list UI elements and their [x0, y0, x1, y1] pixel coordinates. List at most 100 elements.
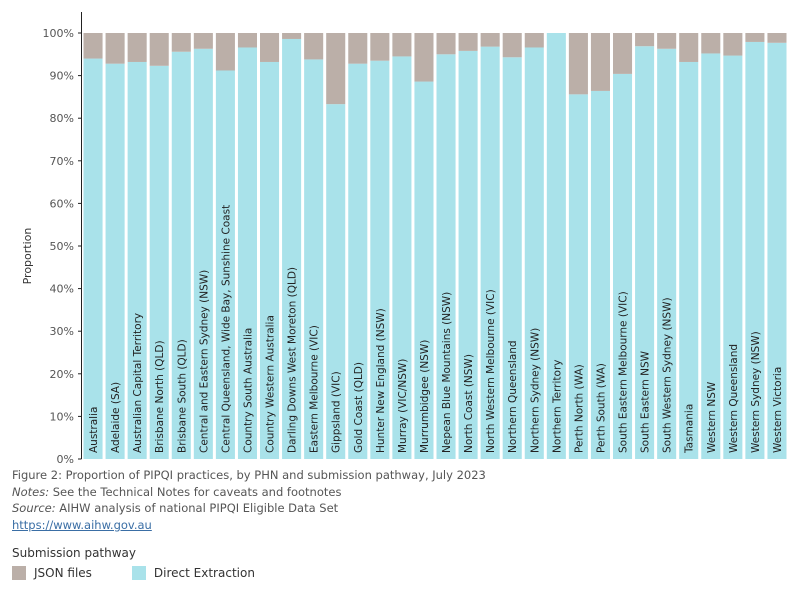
bar-group[interactable]: Perth South (WA): [590, 33, 610, 459]
bar-direct-extraction[interactable]: [105, 63, 125, 460]
bar-group[interactable]: Northern Territory: [546, 33, 566, 459]
bar-group[interactable]: Murray (VIC/NSW): [392, 33, 412, 460]
legend-item-json[interactable]: JSON files: [12, 566, 92, 580]
bar-direct-extraction[interactable]: [215, 70, 235, 459]
bar-direct-extraction[interactable]: [480, 46, 500, 460]
bar-direct-extraction[interactable]: [436, 54, 456, 460]
bar-direct-extraction[interactable]: [679, 61, 699, 460]
figure-title: Figure 2: Proportion of PIPQI practices,…: [12, 468, 486, 482]
bar-json-files[interactable]: [215, 33, 235, 71]
bar-json-files[interactable]: [679, 33, 699, 62]
bar-direct-extraction[interactable]: [767, 42, 787, 459]
bar-group[interactable]: Western Victoria: [767, 33, 787, 459]
bar-json-files[interactable]: [458, 33, 478, 51]
bar-direct-extraction[interactable]: [326, 104, 346, 459]
bar-direct-extraction[interactable]: [745, 41, 765, 460]
bar-direct-extraction[interactable]: [635, 46, 655, 460]
bar-json-files[interactable]: [745, 33, 765, 42]
bar-json-files[interactable]: [524, 33, 544, 48]
bar-group[interactable]: North Coast (NSW): [458, 33, 478, 459]
category-label: Australia: [88, 407, 100, 453]
bar-group[interactable]: Murrumbidgee (NSW): [414, 33, 434, 460]
bar-group[interactable]: Country South Australia: [237, 33, 257, 459]
bar-direct-extraction[interactable]: [260, 61, 280, 460]
aihw-link[interactable]: https://www.aihw.gov.au: [12, 517, 152, 532]
bar-group[interactable]: South Eastern Melbourne (VIC): [613, 33, 633, 460]
bar-group[interactable]: Northern Sydney (NSW): [524, 33, 544, 459]
bar-direct-extraction[interactable]: [546, 33, 566, 459]
bar-group[interactable]: Tasmania: [679, 33, 699, 460]
bar-direct-extraction[interactable]: [237, 47, 257, 459]
bar-json-files[interactable]: [723, 33, 743, 56]
bar-direct-extraction[interactable]: [590, 90, 610, 459]
bar-json-files[interactable]: [568, 33, 588, 95]
bar-group[interactable]: South Western Sydney (NSW): [657, 33, 677, 460]
bar-group[interactable]: South Eastern NSW: [635, 33, 655, 460]
bar-direct-extraction[interactable]: [83, 58, 103, 460]
bar-direct-extraction[interactable]: [502, 57, 522, 459]
bar-group[interactable]: Gold Coast (QLD): [348, 33, 368, 460]
bar-direct-extraction[interactable]: [149, 65, 169, 459]
bar-direct-extraction[interactable]: [568, 94, 588, 460]
bar-direct-extraction[interactable]: [193, 48, 213, 460]
bar-group[interactable]: Hunter New England (NSW): [370, 33, 390, 459]
bar-direct-extraction[interactable]: [723, 55, 743, 459]
bar-json-files[interactable]: [193, 33, 213, 49]
bar-group[interactable]: Central and Eastern Sydney (NSW): [193, 33, 213, 460]
bar-json-files[interactable]: [237, 33, 257, 48]
bar-json-files[interactable]: [127, 33, 147, 62]
bar-group[interactable]: Western NSW: [701, 33, 721, 459]
bar-json-files[interactable]: [370, 33, 390, 61]
bar-json-files[interactable]: [171, 33, 191, 52]
bar-direct-extraction[interactable]: [348, 63, 368, 460]
bar-group[interactable]: Adelaide (SA): [105, 33, 125, 460]
bar-json-files[interactable]: [701, 33, 721, 54]
bar-json-files[interactable]: [282, 33, 302, 39]
bar-group[interactable]: Nepean Blue Mountains (NSW): [436, 33, 456, 460]
bar-group[interactable]: Northern Queensland: [502, 33, 522, 459]
bar-json-files[interactable]: [392, 33, 412, 57]
bar-direct-extraction[interactable]: [613, 73, 633, 460]
bar-json-files[interactable]: [657, 33, 677, 49]
bar-json-files[interactable]: [613, 33, 633, 74]
bar-json-files[interactable]: [149, 33, 169, 66]
bar-json-files[interactable]: [260, 33, 280, 62]
bar-direct-extraction[interactable]: [657, 48, 677, 460]
bar-json-files[interactable]: [767, 33, 787, 43]
bar-direct-extraction[interactable]: [304, 59, 324, 460]
bar-group[interactable]: Central Queensland, Wide Bay, Sunshine C…: [215, 33, 235, 459]
bar-group[interactable]: Darling Downs West Moreton (QLD): [282, 33, 302, 460]
bar-direct-extraction[interactable]: [392, 56, 412, 460]
bar-direct-extraction[interactable]: [701, 53, 721, 459]
bar-json-files[interactable]: [502, 33, 522, 58]
bar-group[interactable]: Australian Capital Territory: [127, 33, 147, 460]
bar-json-files[interactable]: [348, 33, 368, 64]
bar-group[interactable]: Western Sydney (NSW): [745, 33, 765, 460]
bar-json-files[interactable]: [304, 33, 324, 60]
bar-group[interactable]: Australia: [83, 33, 103, 460]
bar-direct-extraction[interactable]: [282, 38, 302, 460]
bar-json-files[interactable]: [83, 33, 103, 59]
bar-direct-extraction[interactable]: [524, 47, 544, 459]
bar-json-files[interactable]: [480, 33, 500, 47]
bar-json-files[interactable]: [436, 33, 456, 55]
bar-group[interactable]: Brisbane South (QLD): [171, 33, 191, 460]
bar-direct-extraction[interactable]: [127, 61, 147, 460]
bar-group[interactable]: Gippsland (VIC): [326, 33, 346, 459]
bar-group[interactable]: Eastern Melbourne (VIC): [304, 33, 324, 460]
bar-json-files[interactable]: [414, 33, 434, 82]
bar-json-files[interactable]: [635, 33, 655, 47]
bar-direct-extraction[interactable]: [458, 50, 478, 459]
bar-direct-extraction[interactable]: [370, 60, 390, 459]
bar-group[interactable]: Brisbane North (QLD): [149, 33, 169, 459]
bar-group[interactable]: North Western Melbourne (VIC): [480, 33, 500, 460]
legend-item-direct-extraction[interactable]: Direct Extraction: [131, 566, 255, 580]
bar-json-files[interactable]: [590, 33, 610, 91]
bar-group[interactable]: Perth North (WA): [568, 33, 588, 460]
bar-group[interactable]: Country Western Australia: [260, 33, 280, 460]
bar-json-files[interactable]: [105, 33, 125, 64]
bar-direct-extraction[interactable]: [414, 81, 434, 460]
bar-direct-extraction[interactable]: [171, 51, 191, 460]
bar-group[interactable]: Western Queensland: [723, 33, 743, 459]
bar-json-files[interactable]: [326, 33, 346, 105]
